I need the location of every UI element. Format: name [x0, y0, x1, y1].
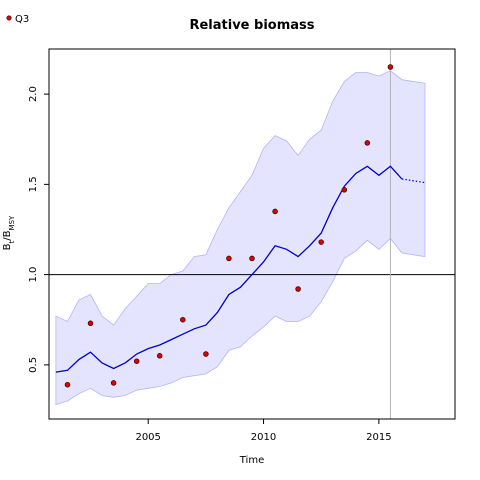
data-point [110, 380, 117, 386]
data-point [203, 351, 209, 357]
data-point [341, 187, 348, 193]
projection-line [401, 178, 426, 184]
data-point [364, 140, 371, 146]
y-axis-label: Bt/BMSY [2, 215, 16, 250]
data-point [295, 286, 301, 292]
data-point [156, 353, 163, 359]
data-point [64, 381, 71, 388]
data-point [87, 320, 94, 327]
estimate-line [55, 165, 403, 373]
x-tick-label: 2005 [135, 432, 160, 443]
data-point [318, 239, 324, 245]
y-axis-label-main: B [2, 243, 13, 250]
data-point [180, 316, 186, 323]
data-point [272, 208, 278, 215]
plot-frame [48, 48, 456, 420]
legend-label: Q3 [15, 14, 29, 25]
data-point [249, 255, 255, 262]
legend-marker [6, 15, 12, 21]
data-point [387, 64, 394, 70]
data-point [226, 255, 232, 262]
legend: Q3 [6, 14, 29, 25]
y-axis-label-sep: /B [2, 230, 13, 240]
y-tick-label: 1.5 [28, 176, 39, 192]
data-point [133, 358, 140, 364]
y-tick-label: 1.0 [28, 267, 39, 283]
svg-text:Bt/BMSY: Bt/BMSY [2, 215, 16, 250]
confidence-band [55, 70, 426, 406]
chart-title: Relative biomass [189, 18, 314, 33]
y-tick-label: 2.0 [28, 86, 39, 102]
x-tick-label: 2010 [251, 432, 276, 443]
y-axis-label-sub-msy: MSY [8, 215, 16, 230]
plot-area: 2005 2010 2015 0.5 1.0 1.5 2.0 [28, 48, 456, 443]
y-axis-label-sub-t: t [8, 240, 16, 243]
y-tick-label: 0.5 [28, 357, 39, 373]
x-axis-label: Time [239, 455, 264, 466]
x-tick-label: 2015 [366, 432, 391, 443]
